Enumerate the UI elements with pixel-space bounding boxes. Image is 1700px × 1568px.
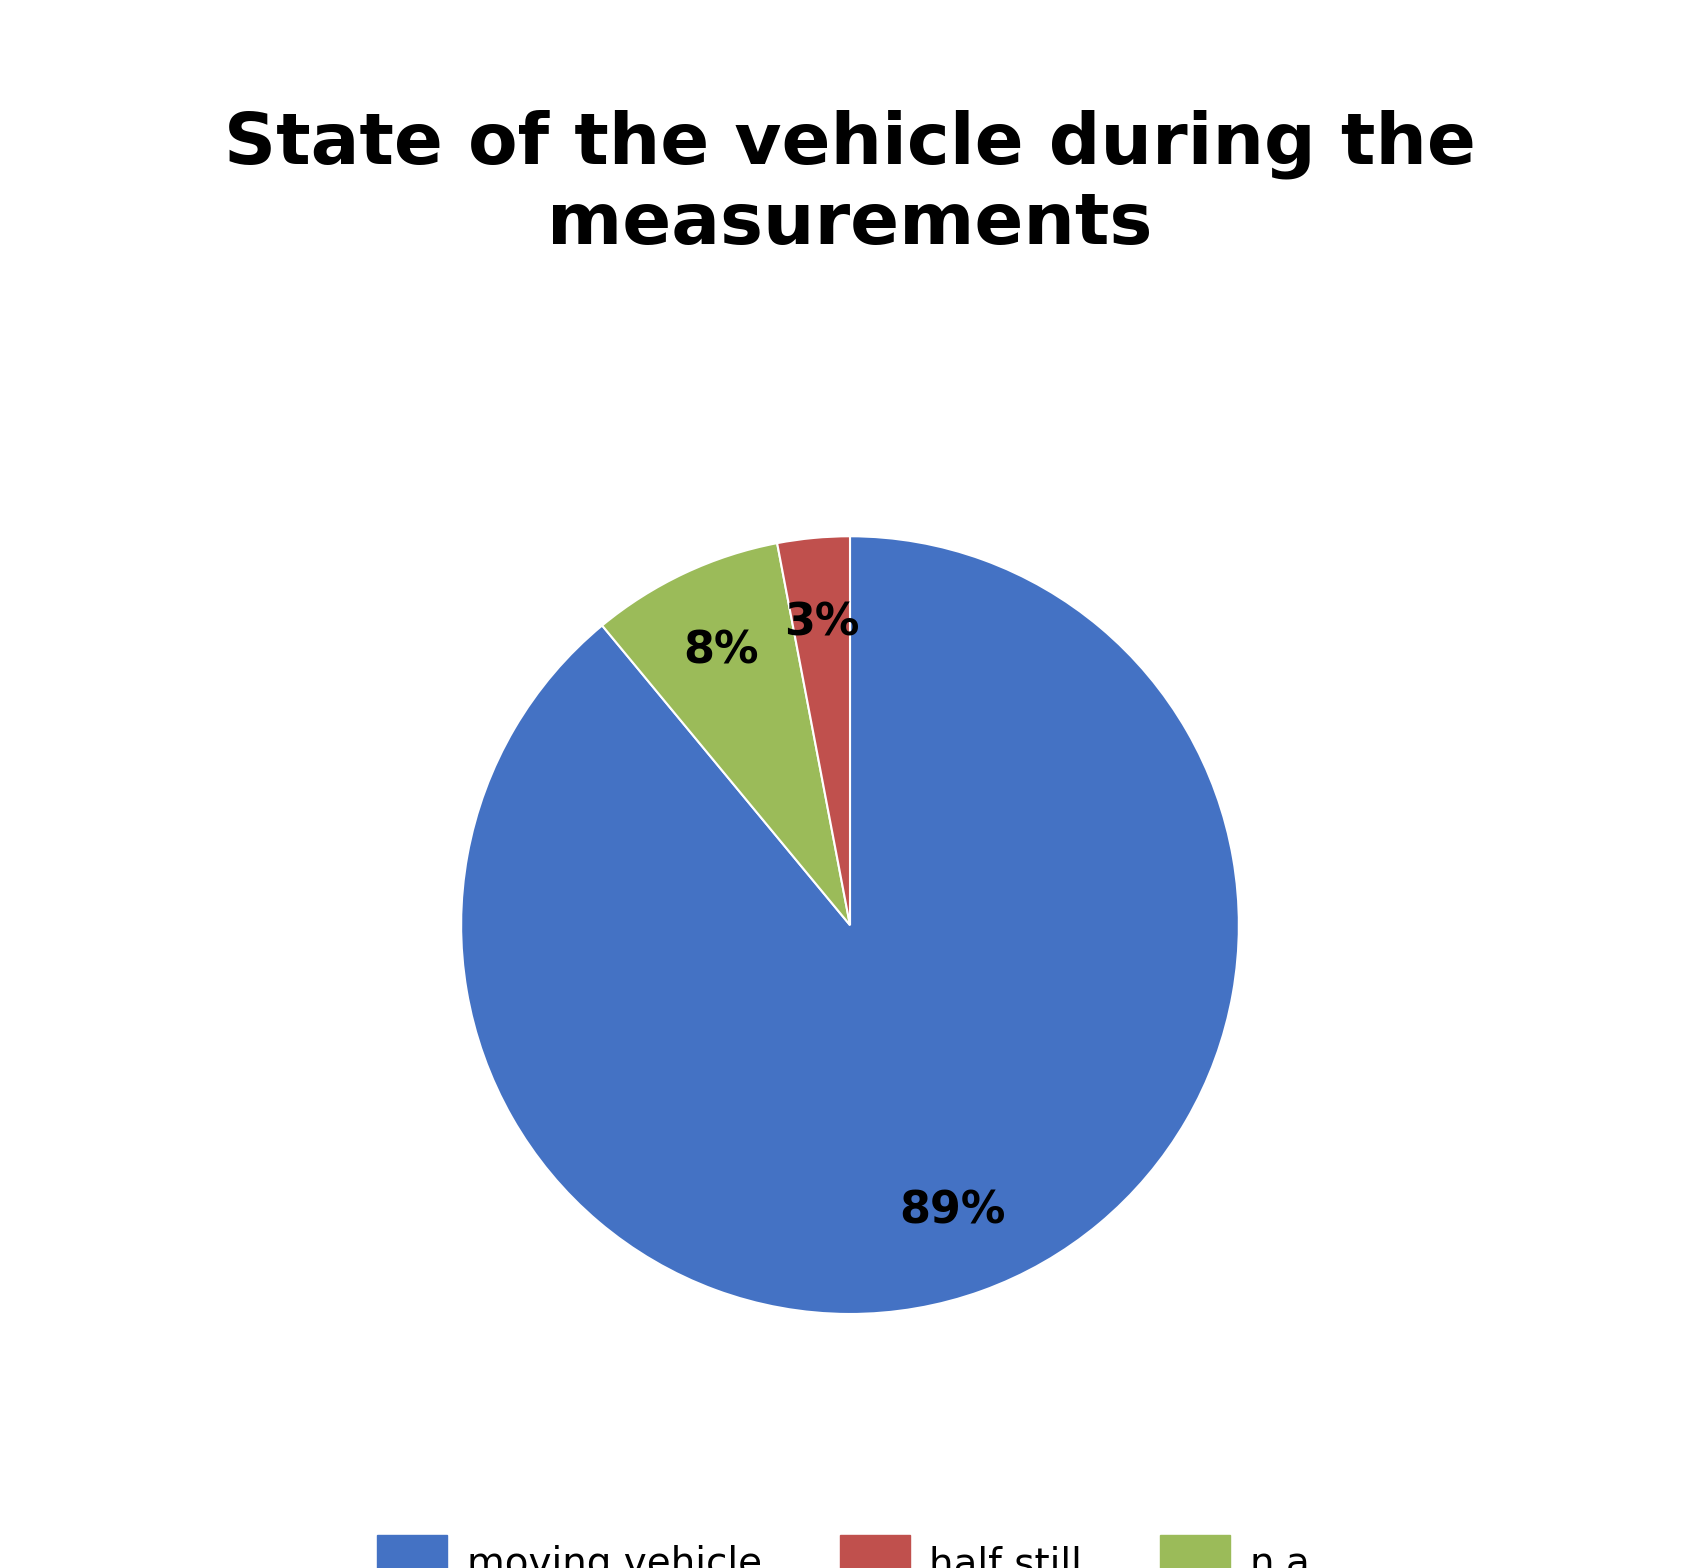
Text: 3%: 3% (784, 602, 858, 644)
Text: 89%: 89% (899, 1189, 1006, 1232)
Wedge shape (777, 536, 850, 925)
Legend: moving vehicle, half still, n.a.: moving vehicle, half still, n.a. (362, 1519, 1338, 1568)
Wedge shape (461, 536, 1239, 1314)
Text: 8%: 8% (683, 629, 758, 673)
Wedge shape (602, 543, 850, 925)
Text: State of the vehicle during the
measurements: State of the vehicle during the measurem… (224, 110, 1476, 259)
